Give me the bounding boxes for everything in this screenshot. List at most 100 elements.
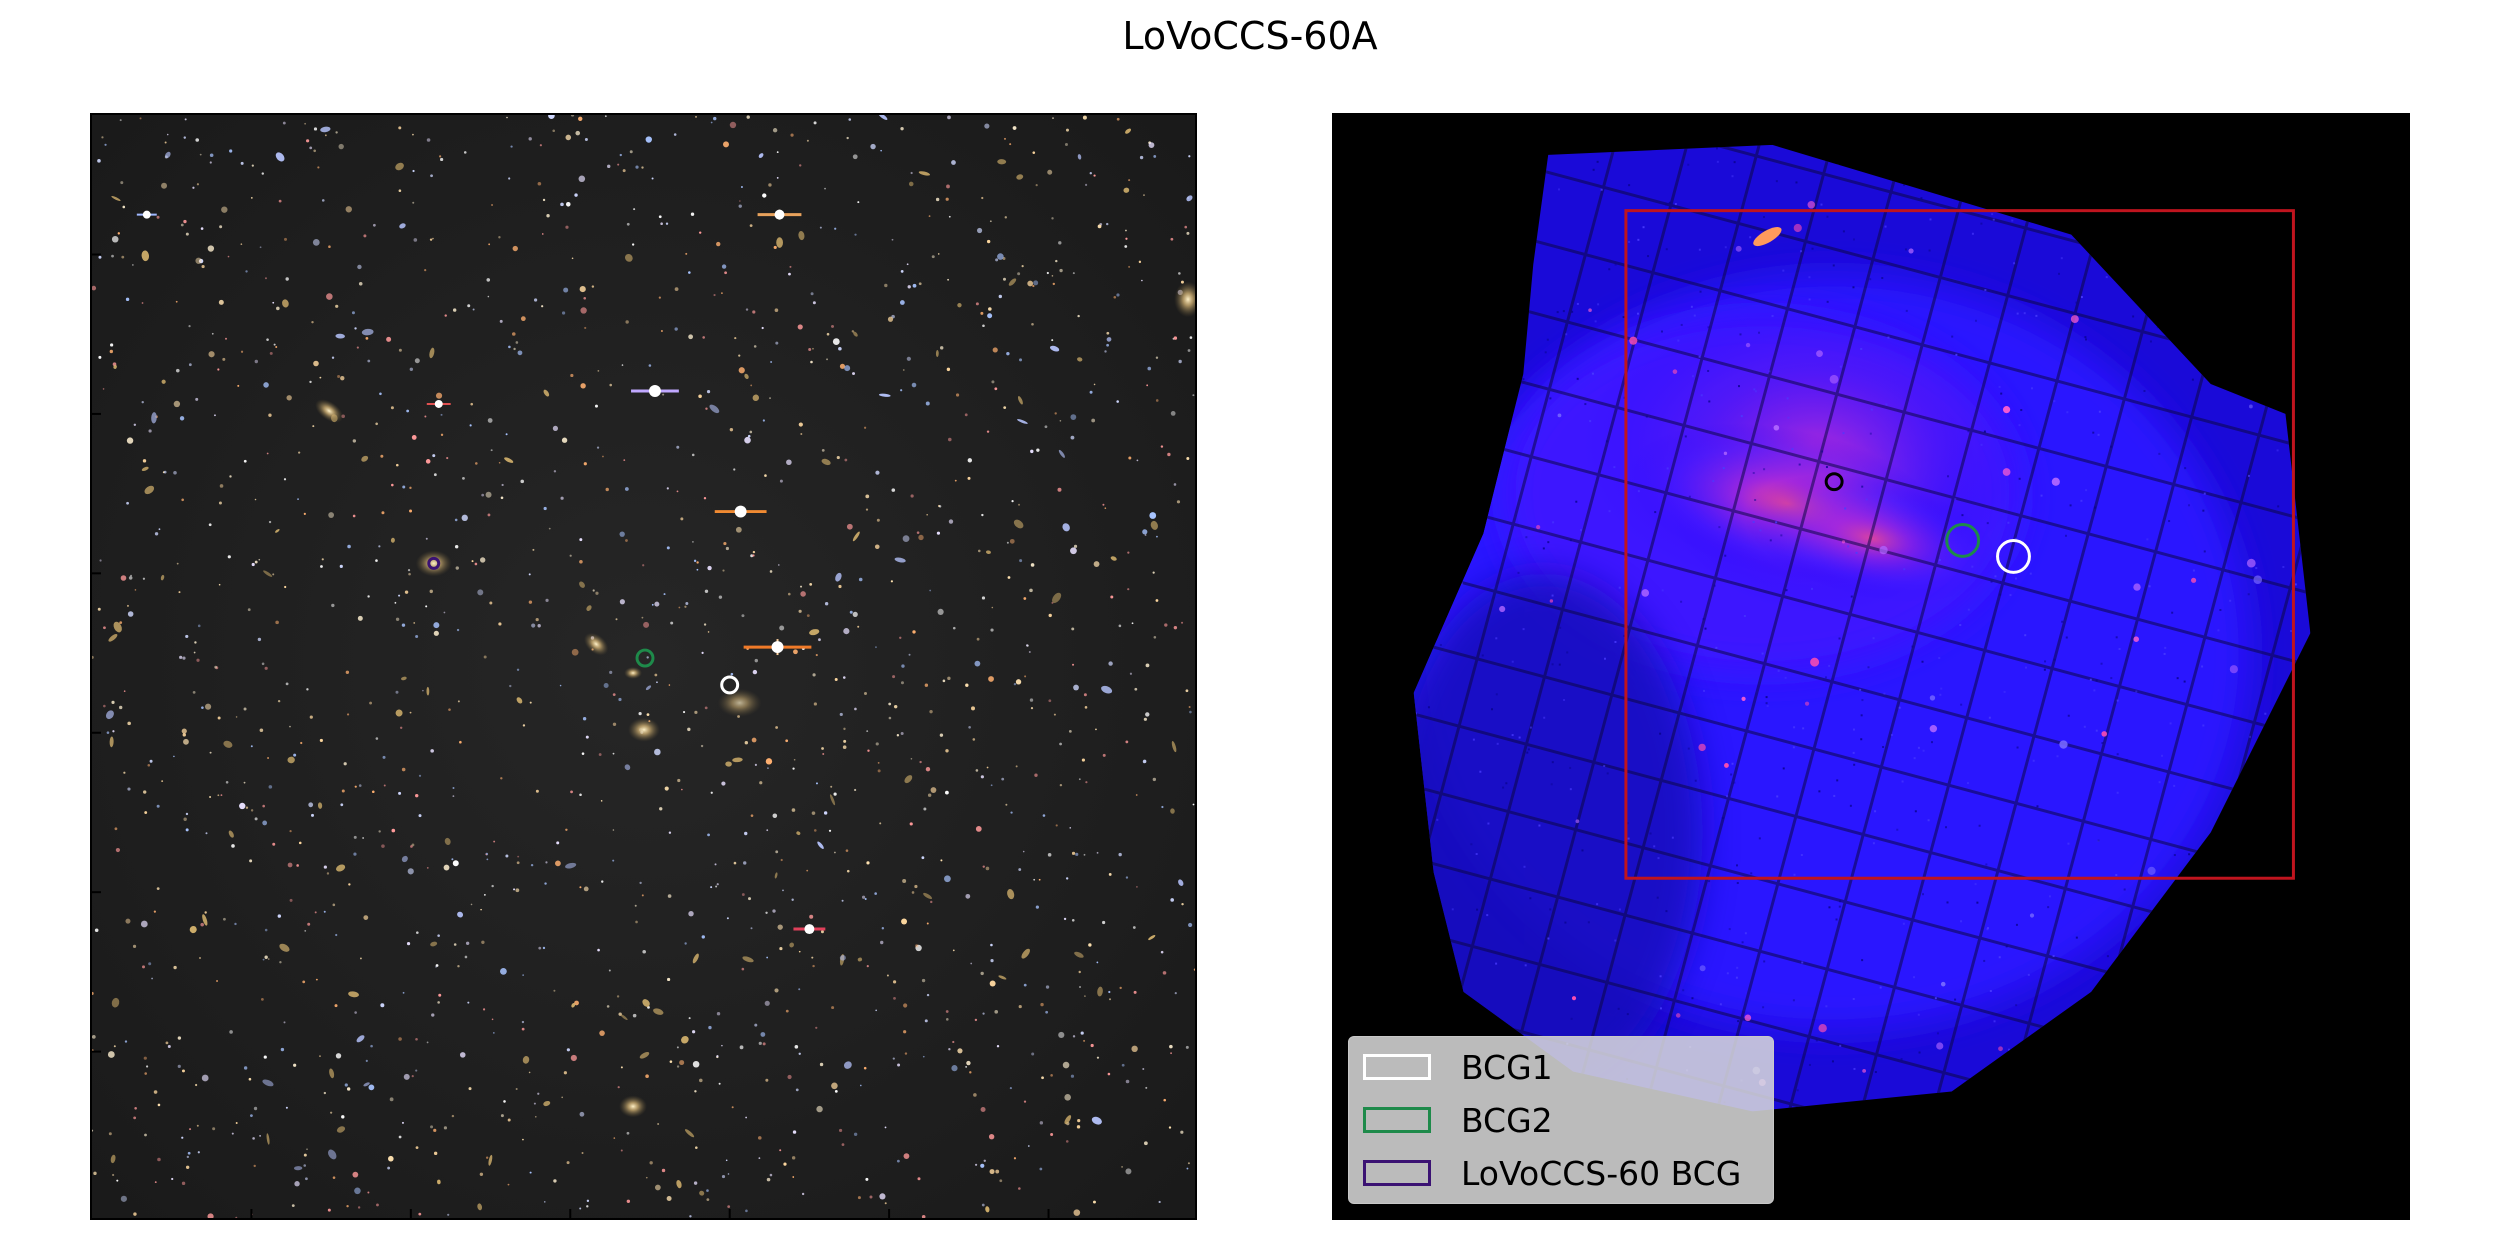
- star: [173, 471, 177, 475]
- star: [586, 1199, 590, 1203]
- noise-pixel: [1690, 305, 1693, 308]
- star: [1092, 1200, 1096, 1204]
- star: [658, 296, 661, 299]
- noise-pixel: [1984, 289, 1987, 292]
- star: [433, 473, 437, 477]
- star: [522, 1138, 524, 1141]
- star: [582, 717, 587, 721]
- star: [1048, 699, 1052, 703]
- noise-pixel: [1821, 450, 1824, 453]
- star: [902, 535, 910, 543]
- noise-pixel: [1763, 960, 1766, 963]
- star: [948, 1048, 951, 1051]
- star: [1128, 456, 1132, 460]
- star: [395, 463, 399, 467]
- star: [219, 225, 223, 229]
- star: [617, 1086, 620, 1089]
- noise-pixel: [2148, 585, 2151, 588]
- star: [1070, 1074, 1075, 1078]
- star: [1047, 169, 1053, 175]
- galaxy: [401, 855, 408, 863]
- star: [197, 1151, 200, 1154]
- star: [1133, 990, 1137, 994]
- star: [831, 1082, 838, 1090]
- noise-pixel: [1557, 188, 1560, 191]
- star: [209, 153, 214, 158]
- star: [475, 462, 478, 465]
- noise-pixel: [1855, 551, 1858, 554]
- noise-pixel: [1677, 339, 1680, 342]
- star: [685, 602, 689, 606]
- star: [830, 785, 833, 788]
- star: [367, 595, 370, 598]
- noise-pixel: [1708, 880, 1711, 883]
- noise-pixel: [1824, 676, 1827, 679]
- star: [667, 894, 672, 898]
- noise-pixel: [2097, 839, 2100, 842]
- star: [151, 977, 153, 980]
- star: [906, 356, 911, 361]
- star: [1006, 351, 1010, 356]
- noise-pixel: [1596, 160, 1599, 163]
- noise-pixel: [2100, 662, 2103, 665]
- star: [806, 614, 810, 617]
- star: [674, 287, 679, 292]
- star: [471, 560, 474, 563]
- galaxy: [852, 531, 860, 542]
- noise-pixel: [1739, 333, 1742, 336]
- xray-point-source: [1793, 223, 1802, 233]
- star: [250, 1114, 253, 1118]
- star: [253, 1106, 258, 1111]
- star: [1113, 295, 1117, 299]
- noise-pixel: [1929, 218, 1932, 221]
- star: [1039, 1121, 1044, 1125]
- star: [738, 367, 745, 374]
- noise-pixel: [1865, 498, 1868, 501]
- noise-pixel: [1828, 664, 1831, 667]
- star: [783, 1162, 787, 1166]
- star: [163, 470, 167, 474]
- star: [875, 646, 877, 649]
- noise-pixel: [2203, 492, 2206, 495]
- star: [414, 358, 420, 364]
- star: [727, 1173, 730, 1175]
- star: [560, 496, 564, 500]
- xray-point-source: [1499, 605, 1506, 613]
- star: [328, 245, 331, 249]
- xray-point-source: [1810, 657, 1820, 667]
- star: [1027, 1145, 1030, 1147]
- star: [778, 564, 780, 566]
- star: [443, 1126, 448, 1130]
- star: [901, 918, 908, 925]
- star: [121, 255, 125, 259]
- star: [786, 459, 792, 466]
- star: [642, 949, 646, 954]
- galaxy: [985, 550, 991, 555]
- noise-pixel: [1608, 268, 1611, 271]
- star: [707, 631, 710, 633]
- star: [278, 199, 282, 203]
- star: [604, 115, 607, 118]
- noise-pixel: [2018, 424, 2021, 427]
- star: [383, 784, 386, 787]
- galaxy: [266, 1133, 270, 1145]
- star: [1142, 1068, 1145, 1071]
- star: [1089, 171, 1092, 175]
- star: [268, 785, 273, 789]
- noise-pixel: [1954, 498, 1957, 501]
- star: [409, 711, 412, 714]
- star: [900, 732, 904, 736]
- noise-pixel: [1784, 676, 1787, 679]
- star: [544, 882, 547, 885]
- star: [793, 649, 798, 655]
- galaxy: [839, 955, 846, 961]
- galaxy: [1170, 808, 1175, 814]
- noise-pixel: [2061, 620, 2064, 623]
- noise-pixel: [1796, 1089, 1799, 1092]
- star: [323, 1091, 327, 1095]
- star: [999, 1179, 1003, 1183]
- star: [633, 208, 636, 211]
- star: [304, 122, 307, 125]
- galaxy: [329, 1068, 335, 1079]
- star: [250, 197, 253, 199]
